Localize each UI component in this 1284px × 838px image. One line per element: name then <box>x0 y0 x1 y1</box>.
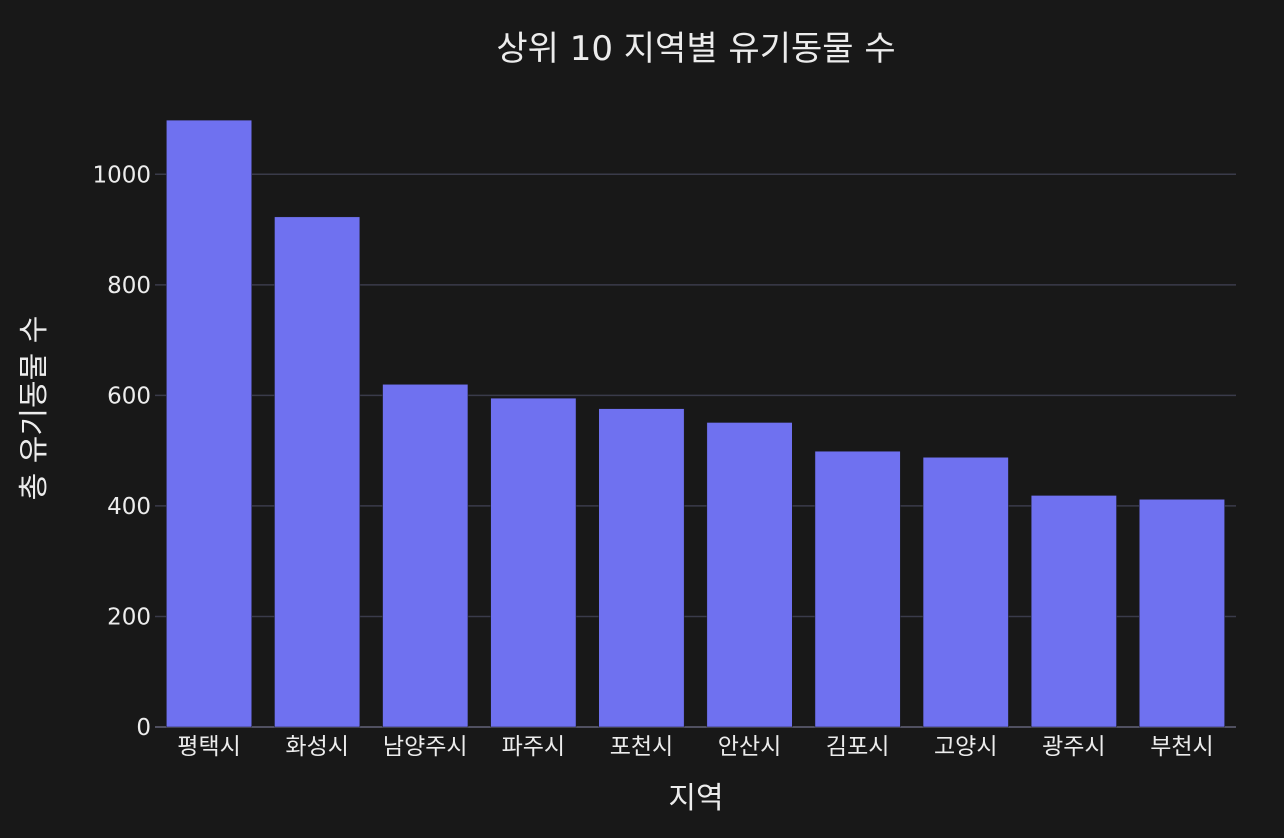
chart-title: 상위 10 지역별 유기동물 수 <box>496 29 895 69</box>
bar-포천시[interactable] <box>598 408 685 728</box>
y-tick-label: 600 <box>107 383 151 409</box>
bar-화성시[interactable] <box>274 216 361 728</box>
x-tick-label: 광주시 <box>1042 734 1105 760</box>
x-tick-label: 고양시 <box>934 734 997 760</box>
bar-파주시[interactable] <box>490 397 577 728</box>
x-tick-label: 안산시 <box>718 734 781 760</box>
y-axis-ticks: 0 200 400 600 800 1000 <box>92 162 151 741</box>
y-tick-label: 200 <box>107 604 151 630</box>
bar-광주시[interactable] <box>1030 495 1117 728</box>
bar-평택시[interactable] <box>166 119 252 728</box>
bar-안산시[interactable] <box>706 422 793 728</box>
x-tick-label: 부천시 <box>1150 734 1213 760</box>
bar-부천시[interactable] <box>1139 499 1225 728</box>
y-axis-label: 총 유기동물 수 <box>17 316 52 501</box>
x-tick-label: 화성시 <box>285 734 348 760</box>
bar-김포시[interactable] <box>814 450 901 728</box>
x-tick-label: 평택시 <box>177 734 240 760</box>
y-tick-label: 800 <box>107 273 151 299</box>
x-axis-ticks: 평택시 화성시 남양주시 파주시 포천시 안산시 김포시 고양시 광주시 부천시 <box>177 734 1213 760</box>
y-tick-label: 1000 <box>92 162 151 188</box>
bar-남양주시[interactable] <box>382 384 469 728</box>
bars <box>166 119 1225 728</box>
x-tick-label: 남양주시 <box>383 734 468 760</box>
x-tick-label: 파주시 <box>502 734 565 760</box>
x-axis-label: 지역 <box>668 781 723 816</box>
x-tick-label: 김포시 <box>826 734 889 760</box>
bar-고양시[interactable] <box>922 457 1009 728</box>
y-tick-label: 400 <box>107 494 151 520</box>
y-tick-label: 0 <box>136 715 151 741</box>
x-tick-label: 포천시 <box>610 734 673 760</box>
